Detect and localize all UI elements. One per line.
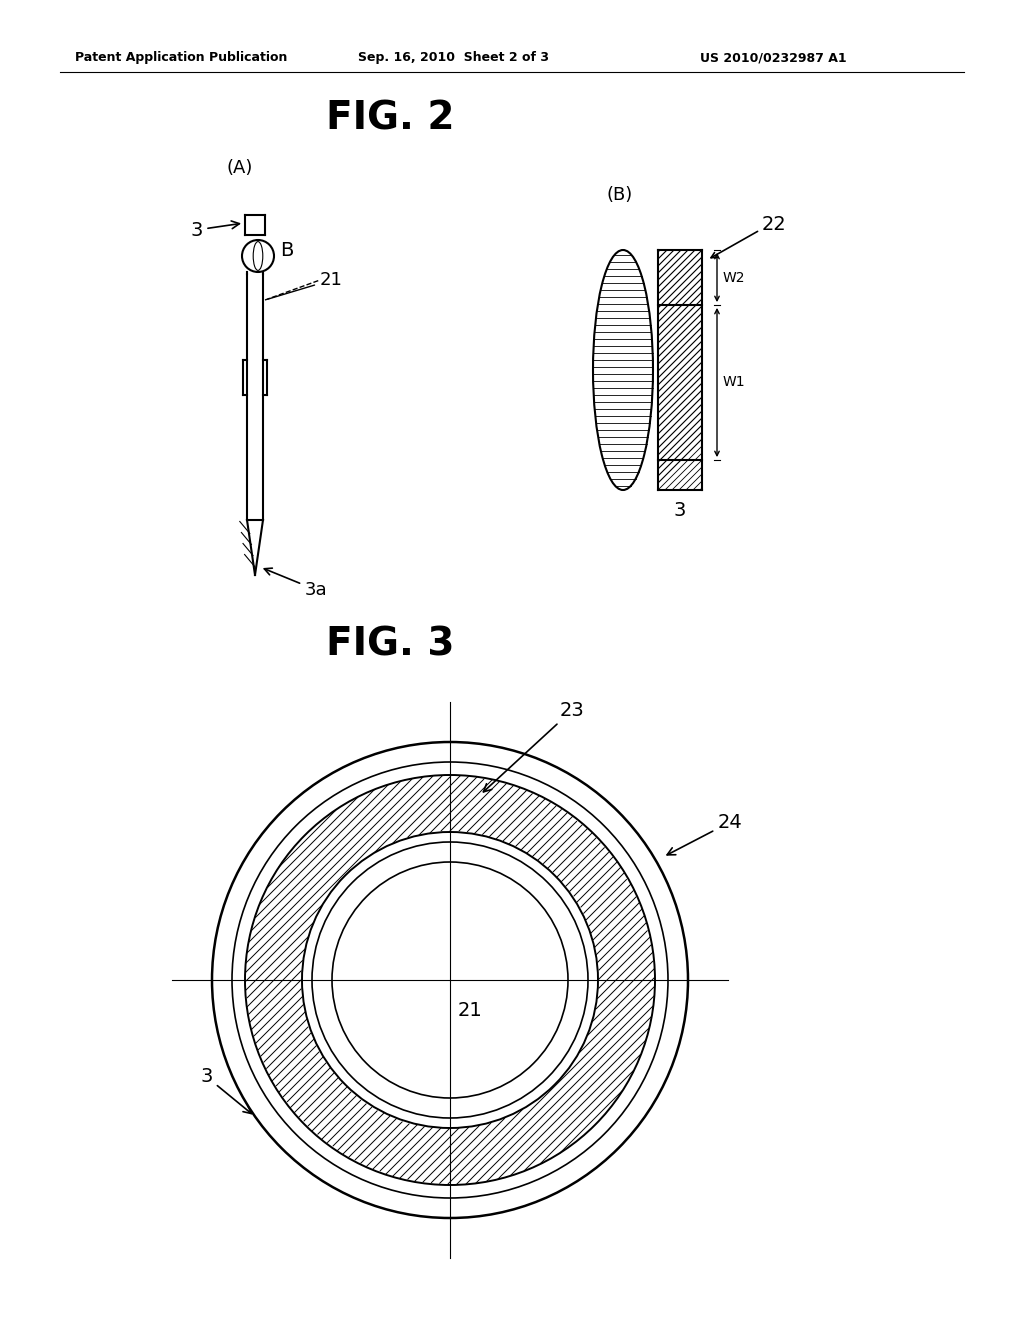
Text: 24: 24 bbox=[667, 813, 742, 855]
Text: 3: 3 bbox=[674, 500, 686, 520]
Text: Patent Application Publication: Patent Application Publication bbox=[75, 51, 288, 65]
Text: 3: 3 bbox=[200, 1067, 252, 1114]
Text: FIG. 3: FIG. 3 bbox=[326, 626, 455, 664]
Text: (A): (A) bbox=[226, 158, 253, 177]
Text: 3a: 3a bbox=[264, 568, 328, 599]
Text: US 2010/0232987 A1: US 2010/0232987 A1 bbox=[700, 51, 847, 65]
Text: 23: 23 bbox=[483, 701, 585, 792]
Text: 22: 22 bbox=[762, 215, 786, 235]
Ellipse shape bbox=[593, 249, 653, 490]
Text: 21: 21 bbox=[458, 1001, 482, 1019]
Text: B: B bbox=[280, 242, 293, 260]
Text: (B): (B) bbox=[607, 186, 633, 205]
Text: 3: 3 bbox=[190, 220, 240, 239]
Text: W1: W1 bbox=[723, 375, 745, 389]
Text: FIG. 2: FIG. 2 bbox=[326, 99, 455, 137]
Text: Sep. 16, 2010  Sheet 2 of 3: Sep. 16, 2010 Sheet 2 of 3 bbox=[358, 51, 549, 65]
Text: 21: 21 bbox=[267, 271, 343, 300]
Text: W2: W2 bbox=[723, 271, 745, 285]
